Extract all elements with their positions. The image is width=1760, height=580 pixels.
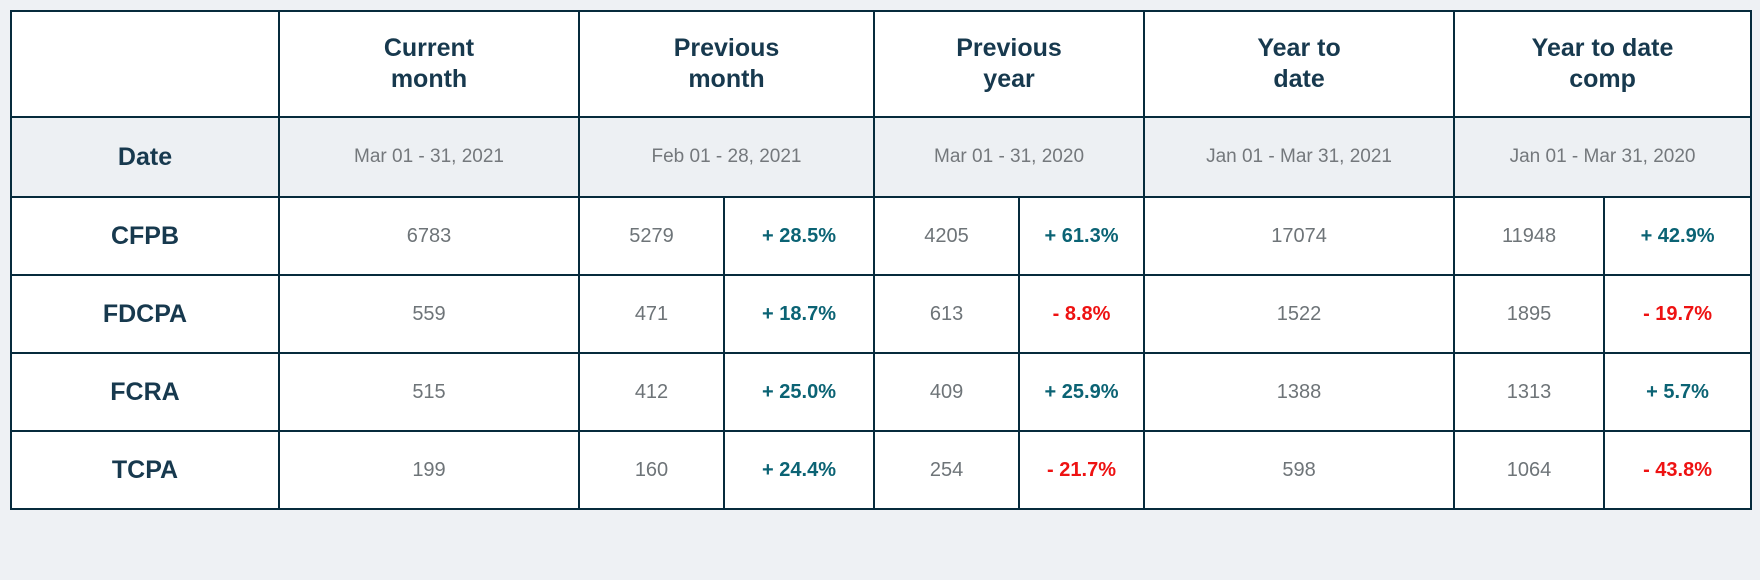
col-header-line2: comp xyxy=(1569,65,1636,93)
tcpa-previous-year-change: - 21.7% xyxy=(1018,430,1146,510)
date-year-to-date-comp: Jan 01 - Mar 31, 2020 xyxy=(1453,116,1753,198)
fdcpa-previous-month-value: 471 xyxy=(578,274,725,354)
fdcpa-previous-year-value: 613 xyxy=(873,274,1021,354)
fdcpa-current-month-value: 559 xyxy=(278,274,580,354)
col-header-line2: year xyxy=(983,65,1035,93)
cfpb-year-to-date-value: 17074 xyxy=(1143,196,1456,276)
tcpa-previous-month-change: + 24.4% xyxy=(722,430,876,510)
row-label-tcpa: TCPA xyxy=(10,430,280,510)
fcra-year-to-date-comp-change: + 5.7% xyxy=(1603,352,1753,432)
complaint-stats-table: Current month Previous month Previous ye… xyxy=(10,10,1753,510)
cfpb-previous-month-value: 5279 xyxy=(578,196,725,276)
date-previous-month: Feb 01 - 28, 2021 xyxy=(577,116,876,198)
row-label-fcra: FCRA xyxy=(10,352,280,432)
fcra-year-to-date-comp-value: 1313 xyxy=(1453,352,1606,432)
col-header-line2: month xyxy=(688,65,765,93)
fcra-year-to-date-value: 1388 xyxy=(1143,352,1456,432)
col-header-previous-month: Previous month xyxy=(577,10,876,118)
tcpa-year-to-date-comp-change: - 43.8% xyxy=(1603,430,1753,510)
date-year-to-date: Jan 01 - Mar 31, 2021 xyxy=(1143,116,1456,198)
date-row: Date Mar 01 - 31, 2021 Feb 01 - 28, 2021… xyxy=(10,116,1753,198)
col-header-current-month: Current month xyxy=(278,10,580,118)
date-previous-year: Mar 01 - 31, 2020 xyxy=(873,116,1146,198)
row-label-cfpb: CFPB xyxy=(10,196,280,276)
tcpa-previous-year-value: 254 xyxy=(873,430,1021,510)
fdcpa-previous-month-change: + 18.7% xyxy=(722,274,876,354)
corner-cell xyxy=(10,10,280,118)
fcra-previous-month-change: + 25.0% xyxy=(722,352,876,432)
fdcpa-year-to-date-value: 1522 xyxy=(1143,274,1456,354)
tcpa-current-month-value: 199 xyxy=(278,430,580,510)
col-header-previous-year: Previous year xyxy=(873,10,1146,118)
fcra-current-month-value: 515 xyxy=(278,352,580,432)
tcpa-previous-month-value: 160 xyxy=(578,430,725,510)
row-label-fdcpa: FDCPA xyxy=(10,274,280,354)
cfpb-previous-month-change: + 28.5% xyxy=(722,196,876,276)
col-header-year-to-date: Year to date xyxy=(1143,10,1456,118)
cfpb-previous-year-value: 4205 xyxy=(873,196,1021,276)
col-header-line1: Previous xyxy=(956,33,1062,62)
tcpa-year-to-date-comp-value: 1064 xyxy=(1453,430,1606,510)
col-header-year-to-date-comp: Year to date comp xyxy=(1453,10,1753,118)
header-row: Current month Previous month Previous ye… xyxy=(10,10,1753,118)
col-header-line2: month xyxy=(390,65,468,93)
col-header-line1: Year to xyxy=(1257,33,1341,62)
cfpb-year-to-date-comp-value: 11948 xyxy=(1453,196,1606,276)
col-header-line2: date xyxy=(1273,65,1325,93)
cfpb-year-to-date-comp-change: + 42.9% xyxy=(1603,196,1753,276)
table-row-fdcpa: FDCPA 559 471 + 18.7% 613 - 8.8% 1522 18… xyxy=(10,274,1753,354)
col-header-line1: Current xyxy=(383,33,475,62)
table-row-cfpb: CFPB 6783 5279 + 28.5% 4205 + 61.3% 1707… xyxy=(10,196,1753,276)
col-header-line1: Previous xyxy=(673,33,780,62)
date-row-label: Date xyxy=(10,116,280,198)
fcra-previous-year-value: 409 xyxy=(873,352,1021,432)
cfpb-current-month-value: 6783 xyxy=(278,196,580,276)
col-header-line1: Year to date xyxy=(1531,33,1674,62)
date-current-month: Mar 01 - 31, 2021 xyxy=(278,116,580,198)
fcra-previous-month-value: 412 xyxy=(578,352,725,432)
tcpa-year-to-date-value: 598 xyxy=(1143,430,1456,510)
table-row-tcpa: TCPA 199 160 + 24.4% 254 - 21.7% 598 106… xyxy=(10,430,1753,510)
table-row-fcra: FCRA 515 412 + 25.0% 409 + 25.9% 1388 13… xyxy=(10,352,1753,432)
fdcpa-previous-year-change: - 8.8% xyxy=(1018,274,1146,354)
fdcpa-year-to-date-comp-change: - 19.7% xyxy=(1603,274,1753,354)
cfpb-previous-year-change: + 61.3% xyxy=(1018,196,1146,276)
fdcpa-year-to-date-comp-value: 1895 xyxy=(1453,274,1606,354)
fcra-previous-year-change: + 25.9% xyxy=(1018,352,1146,432)
